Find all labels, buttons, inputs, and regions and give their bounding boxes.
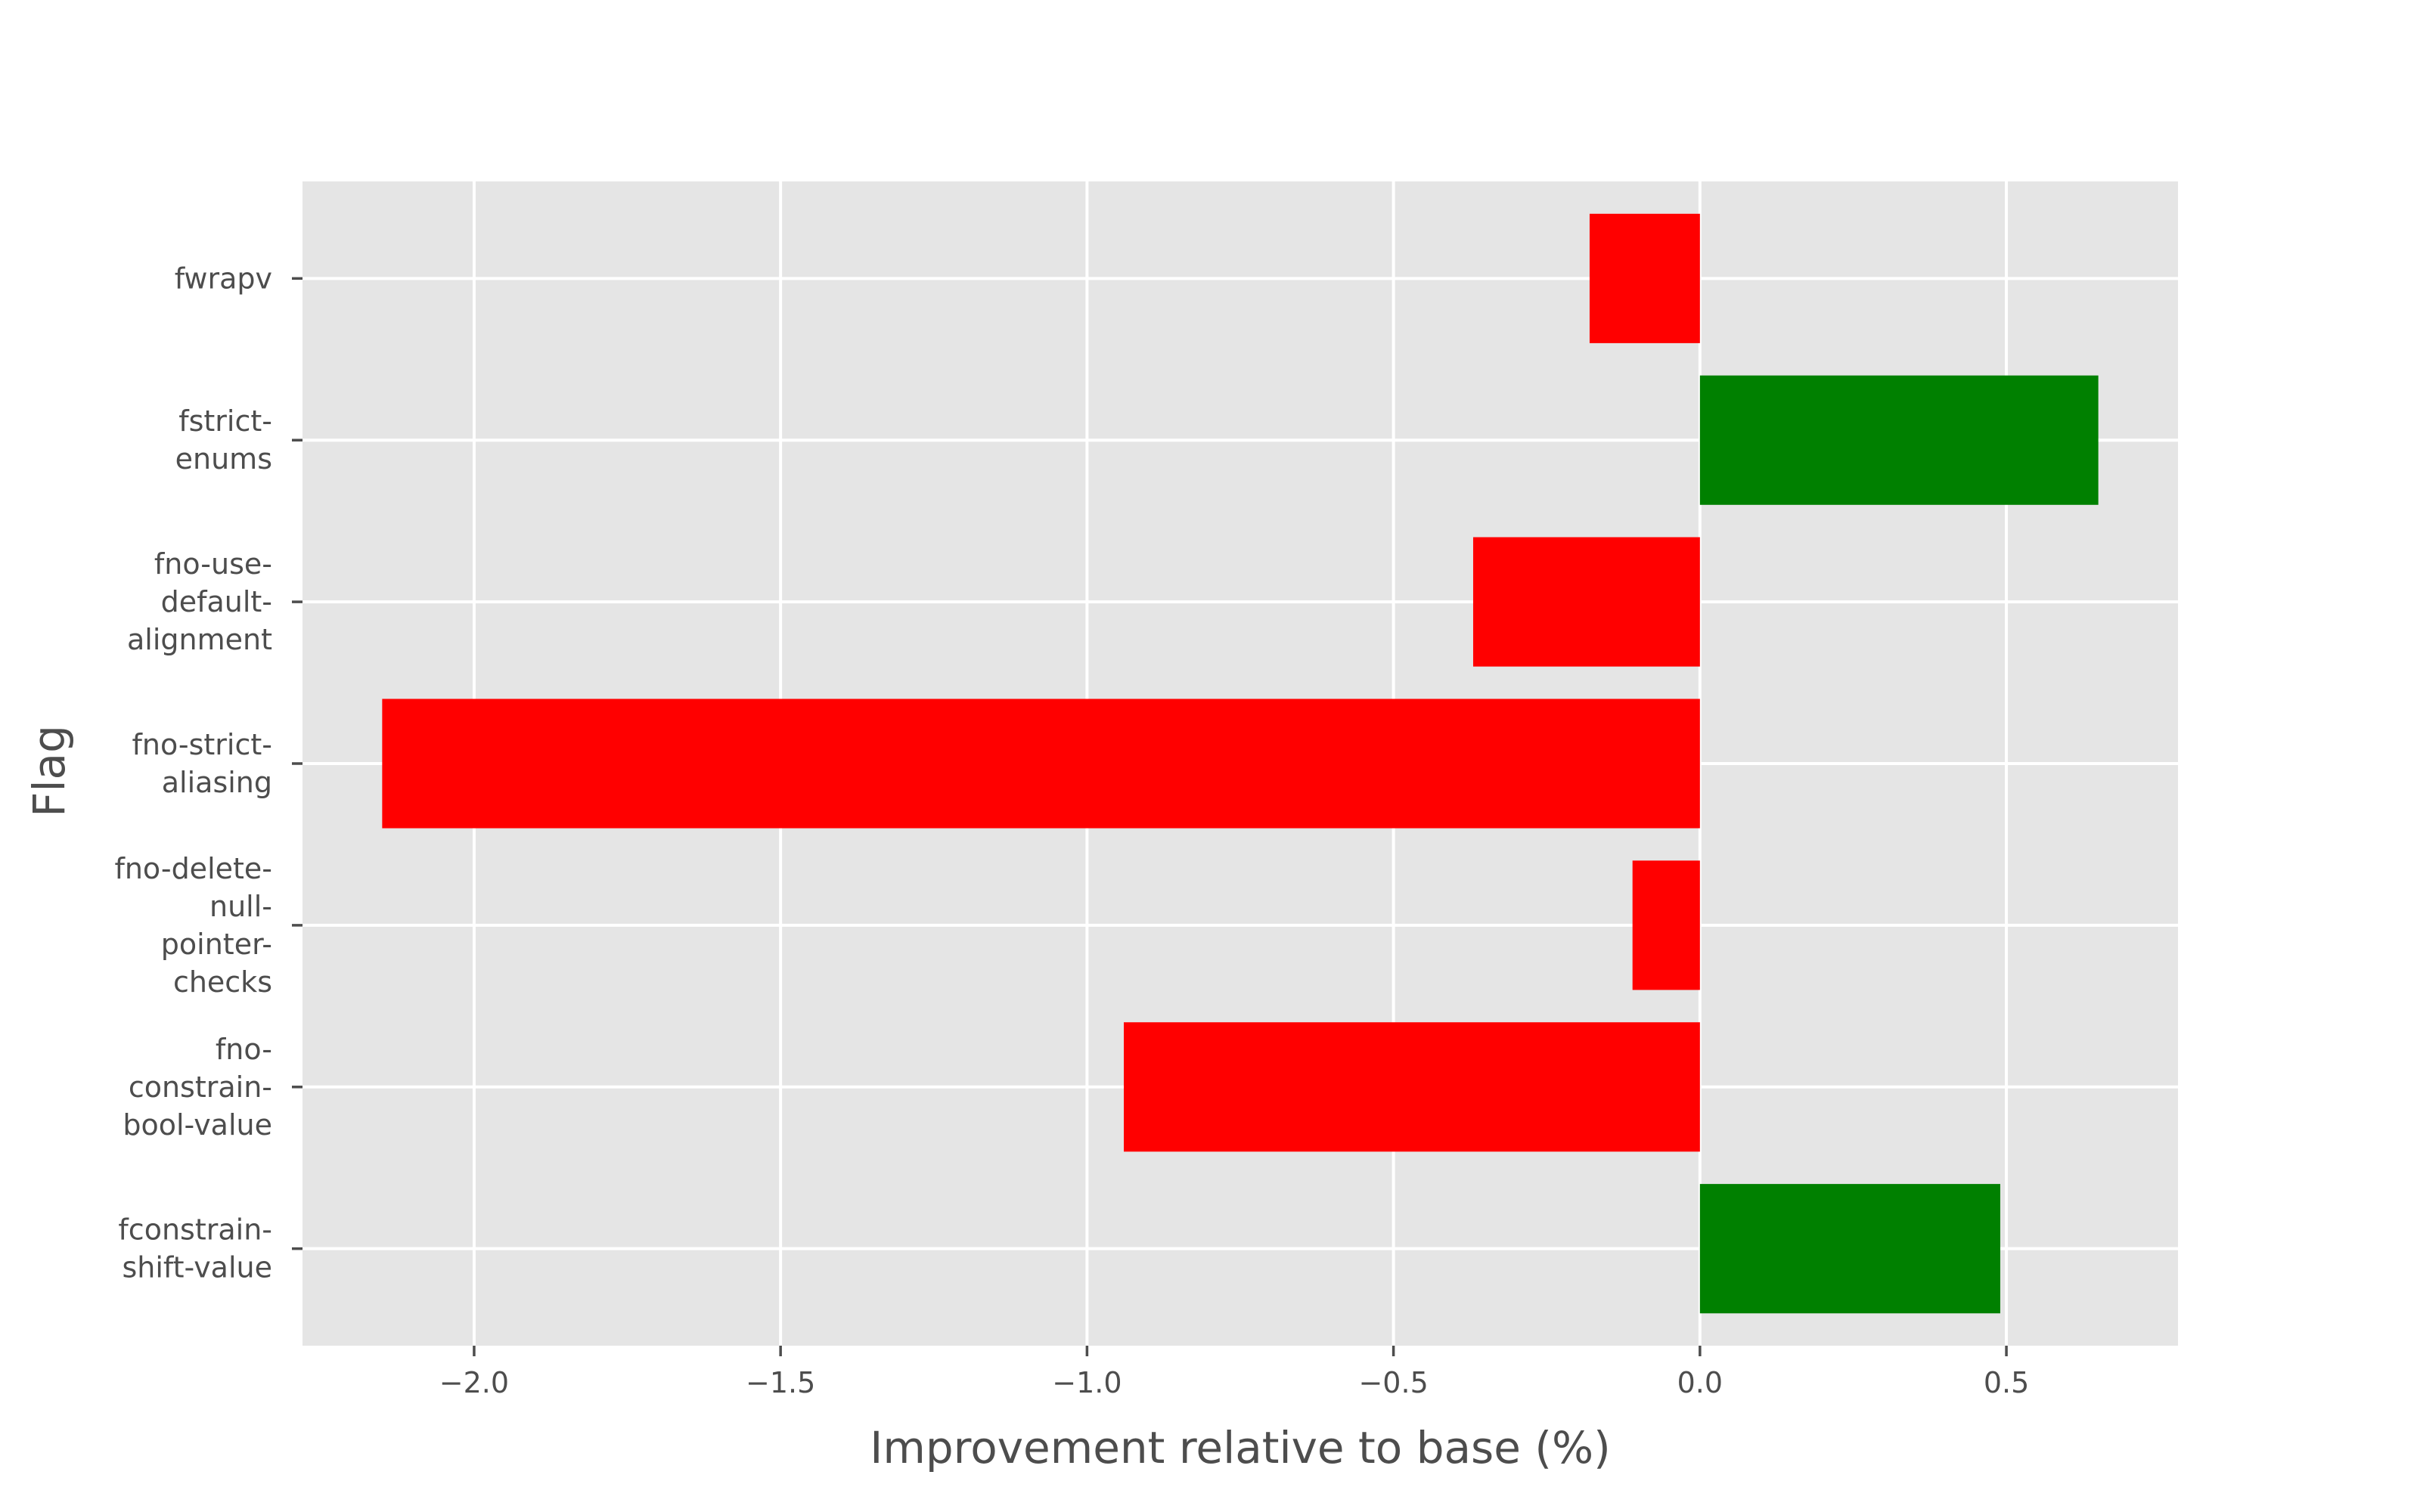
y-tick-label: fwrapv (175, 262, 272, 295)
y-tick-label: fno-constrain-bool-value (123, 1033, 272, 1142)
y-tick-label: fno-use-default-alignment (127, 547, 272, 656)
y-tick-label: fstrict-enums (175, 404, 272, 476)
y-tick-label: fconstrain-shift-value (118, 1213, 272, 1284)
bar-fno-use-default-alignment (1472, 537, 1700, 667)
bar-fconstrain-shift-value (1699, 1184, 2000, 1314)
x-tick-label: −1.0 (1052, 1366, 1122, 1399)
x-tick-label: −0.5 (1358, 1366, 1428, 1399)
x-tick-label: −2.0 (439, 1366, 509, 1399)
x-tick-label: −1.5 (746, 1366, 815, 1399)
y-axis-label: Flag (23, 725, 75, 817)
y-tick-label: fno-delete-null-pointer-checks (114, 852, 272, 999)
bar-fstrict-enums (1699, 375, 2099, 505)
bar-fno-strict-aliasing (382, 699, 1700, 829)
bar-fwrapv (1589, 213, 1700, 343)
bar-fno-constrain-bool-value (1124, 1022, 1700, 1152)
bars (382, 213, 2099, 1314)
x-axis-label: Improvement relative to base (%) (870, 1422, 1611, 1473)
bar-fno-delete-null-pointer-checks (1632, 860, 1700, 990)
y-tick-label: fno-strict-aliasing (132, 728, 272, 799)
x-axis-ticks: −2.0 −1.5 −1.0 −0.5 0.0 0.5 (439, 1346, 2029, 1399)
x-tick-label: 0.0 (1677, 1366, 1723, 1399)
y-axis-ticks: fconstrain-shift-value fno-constrain-bool… (114, 262, 302, 1284)
x-tick-label: 0.5 (1984, 1366, 2029, 1399)
